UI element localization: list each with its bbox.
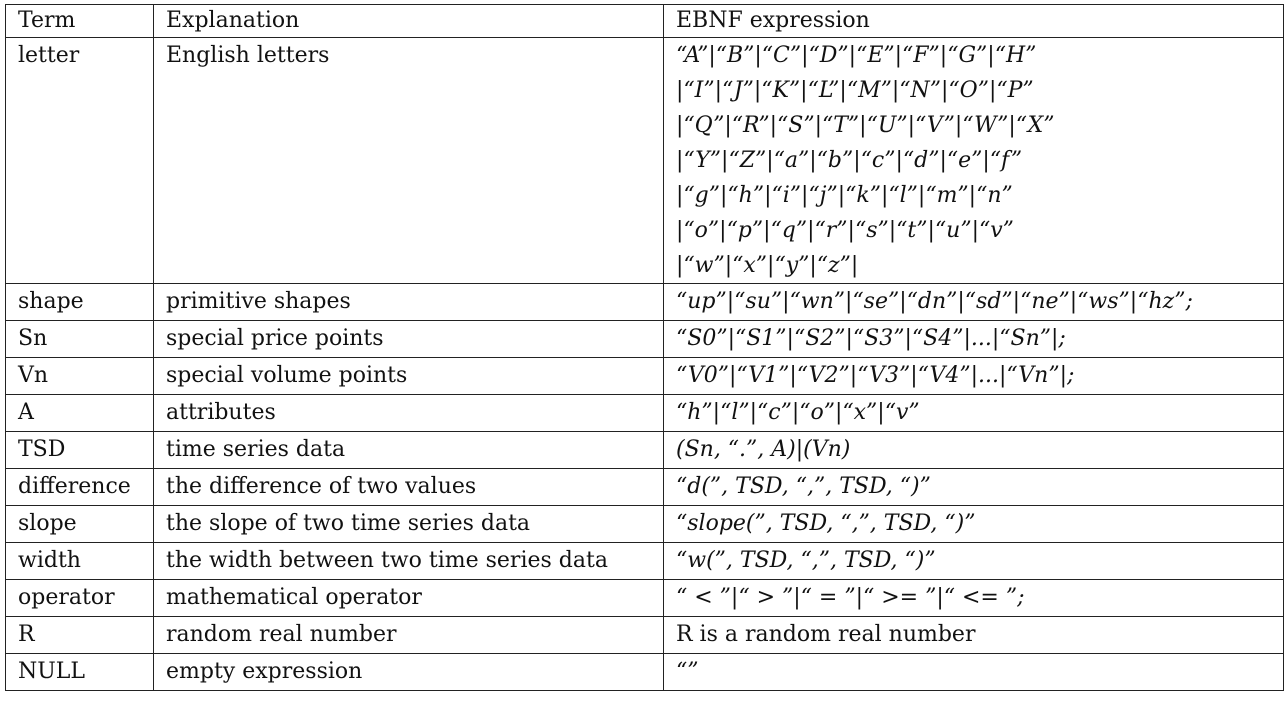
term-cell: NULL	[5, 653, 154, 691]
expression-cell: (Sn, “.”, A)|(Vn)	[663, 431, 1284, 469]
explanation-cell: mathematical operator	[153, 579, 664, 617]
explanation-cell: English letters	[153, 37, 664, 284]
explanation-cell: primitive shapes	[153, 283, 664, 321]
header-ebnf-expression: EBNF expression	[663, 4, 1284, 38]
explanation-cell: special volume points	[153, 357, 664, 395]
table-row: difference the difference of two values …	[5, 468, 1284, 506]
expression-cell: “up”|“su”|“wn”|“se”|“dn”|“sd”|“ne”|“ws”|…	[663, 283, 1284, 321]
term-cell: letter	[5, 37, 154, 284]
term-cell: difference	[5, 468, 154, 506]
expression-cell: “”	[663, 653, 1284, 691]
header-row: Term Explanation EBNF expression	[5, 4, 1284, 38]
term-cell: operator	[5, 579, 154, 617]
expression-cell: R is a random real number	[663, 616, 1284, 654]
expression-line: |“g”|“h”|“i”|“j”|“k”|“l”|“m”|“n”	[676, 183, 1013, 208]
expression-cell: “S0”|“S1”|“S2”|“S3”|“S4”|...|“Sn”|;	[663, 320, 1284, 358]
expression-cell: “ < ”|“ > ”|“ = ”|“ >= ”|“ <= ”;	[663, 579, 1284, 617]
explanation-cell: time series data	[153, 431, 664, 469]
table-body: letter English letters “A”|“B”|“C”|“D”|“…	[5, 37, 1284, 691]
expression-cell: “A”|“B”|“C”|“D”|“E”|“F”|“G”|“H” |“I”|“J”…	[663, 37, 1284, 284]
table-header: Term Explanation EBNF expression	[5, 4, 1284, 38]
explanation-cell: empty expression	[153, 653, 664, 691]
expression-line: |“o”|“p”|“q”|“r”|“s”|“t”|“u”|“v”	[676, 218, 1014, 243]
header-explanation: Explanation	[153, 4, 664, 38]
expression-cell: “d(”, TSD, “,”, TSD, “)”	[663, 468, 1284, 506]
term-cell: width	[5, 542, 154, 580]
term-cell: TSD	[5, 431, 154, 469]
header-term: Term	[5, 4, 154, 38]
table-row: A attributes “h”|“l”|“c”|“o”|“x”|“v”	[5, 394, 1284, 432]
explanation-cell: the difference of two values	[153, 468, 664, 506]
table-row: slope the slope of two time series data …	[5, 505, 1284, 543]
expression-cell: “h”|“l”|“c”|“o”|“x”|“v”	[663, 394, 1284, 432]
expression-cell: “V0”|“V1”|“V2”|“V3”|“V4”|...|“Vn”|;	[663, 357, 1284, 395]
explanation-cell: the width between two time series data	[153, 542, 664, 580]
explanation-cell: random real number	[153, 616, 664, 654]
table-row: width the width between two time series …	[5, 542, 1284, 580]
expression-cell: “w(”, TSD, “,”, TSD, “)”	[663, 542, 1284, 580]
table-row: NULL empty expression “”	[5, 653, 1284, 691]
expression-line: |“Y”|“Z”|“a”|“b”|“c”|“d”|“e”|“f”	[676, 148, 1023, 173]
table-row: shape primitive shapes “up”|“su”|“wn”|“s…	[5, 283, 1284, 321]
term-cell: A	[5, 394, 154, 432]
expression-cell: “slope(”, TSD, “,”, TSD, “)”	[663, 505, 1284, 543]
explanation-cell: the slope of two time series data	[153, 505, 664, 543]
expression-line: |“I”|“J”|“K”|“L”|“M”|“N”|“O”|“P”	[676, 78, 1034, 103]
term-cell: Sn	[5, 320, 154, 358]
explanation-cell: special price points	[153, 320, 664, 358]
term-cell: shape	[5, 283, 154, 321]
table-row: Vn special volume points “V0”|“V1”|“V2”|…	[5, 357, 1284, 395]
table-row: Sn special price points “S0”|“S1”|“S2”|“…	[5, 320, 1284, 358]
table-row: letter English letters “A”|“B”|“C”|“D”|“…	[5, 37, 1284, 284]
table-row: TSD time series data (Sn, “.”, A)|(Vn)	[5, 431, 1284, 469]
term-cell: slope	[5, 505, 154, 543]
explanation-cell: attributes	[153, 394, 664, 432]
expression-line: “A”|“B”|“C”|“D”|“E”|“F”|“G”|“H”	[676, 43, 1037, 68]
table-row: operator mathematical operator “ < ”|“ >…	[5, 579, 1284, 617]
ebnf-table: Term Explanation EBNF expression letter …	[5, 4, 1284, 691]
term-cell: R	[5, 616, 154, 654]
expression-line: |“w”|“x”|“y”|“z”|	[676, 253, 859, 278]
table-row: R random real number R is a random real …	[5, 616, 1284, 654]
expression-line: |“Q”|“R”|“S”|“T”|“U”|“V”|“W”|“X”	[676, 113, 1055, 138]
ebnf-table-container: Term Explanation EBNF expression letter …	[5, 4, 1284, 691]
term-cell: Vn	[5, 357, 154, 395]
